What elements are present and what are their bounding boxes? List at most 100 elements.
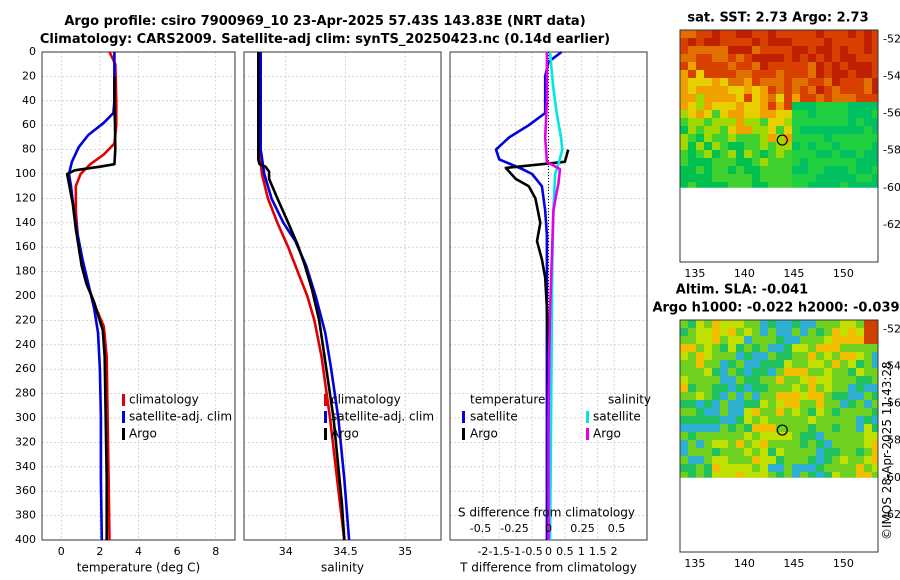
map-cell: [736, 174, 744, 182]
map-cell: [856, 384, 864, 392]
map-cell: [744, 78, 752, 86]
map-cell: [768, 142, 776, 150]
legend-swatch: [462, 411, 465, 423]
map-cell: [720, 174, 728, 182]
map-cell: [808, 408, 816, 416]
map-cell: [840, 432, 848, 440]
map-y-tick-label: -54: [883, 359, 900, 372]
map-cell: [760, 472, 768, 478]
map-cell: [864, 432, 872, 440]
map-cell: [864, 456, 872, 464]
x-tick-label: 6: [174, 545, 181, 558]
map-cell: [712, 126, 720, 134]
series-line-s-satellite: [548, 51, 564, 541]
map-cell: [752, 352, 760, 360]
y-tick-label: 360: [15, 484, 36, 497]
map-cell: [760, 158, 768, 166]
map-cell: [768, 150, 776, 158]
map-x-tick-label: 135: [684, 557, 705, 570]
map-cell: [872, 408, 878, 416]
map-cell: [864, 110, 872, 118]
map-cell: [680, 134, 688, 142]
map-cell: [840, 400, 848, 408]
map-cell: [688, 416, 696, 424]
map-cell: [864, 416, 872, 424]
map-cell: [848, 400, 856, 408]
map-cell: [768, 408, 776, 416]
legend-title: temperature: [470, 393, 545, 407]
map-cell: [728, 174, 736, 182]
map-cell: [776, 46, 784, 54]
sla-map-subtitle: Argo h1000: -0.022 h2000: -0.039: [652, 301, 899, 316]
map-cell: [688, 328, 696, 336]
map-cell: [752, 102, 760, 110]
map-cell: [864, 142, 872, 150]
map-cell: [872, 352, 878, 360]
map-cell: [784, 134, 792, 142]
map-y-tick-label: -62: [883, 508, 900, 521]
map-cell: [752, 368, 760, 376]
map-cell: [872, 78, 878, 86]
map-cell: [800, 174, 808, 182]
map-cell: [840, 392, 848, 400]
map-cell: [832, 54, 840, 62]
map-cell: [736, 432, 744, 440]
legend-label: satellite: [470, 410, 518, 424]
map-cell: [840, 174, 848, 182]
map-cell: [712, 118, 720, 126]
map-cell: [808, 110, 816, 118]
map-cell: [848, 78, 856, 86]
map-cell: [824, 102, 832, 110]
map-cell: [800, 94, 808, 102]
x-tick-label: 34.5: [333, 545, 358, 558]
map-cell: [872, 46, 878, 54]
map-cell: [832, 134, 840, 142]
map-cell: [848, 86, 856, 94]
map-cell: [752, 134, 760, 142]
map-cell: [776, 376, 784, 384]
map-cell: [752, 384, 760, 392]
map-cell: [736, 424, 744, 432]
map-cell: [768, 70, 776, 78]
sst-map-field: [680, 30, 878, 188]
map-cell: [800, 336, 808, 344]
map-cell: [872, 360, 878, 368]
map-cell: [728, 360, 736, 368]
map-cell: [752, 54, 760, 62]
chart-title-line1: Argo profile: csiro 7900969_10 23-Apr-20…: [64, 14, 586, 29]
map-cell: [752, 416, 760, 424]
map-cell: [840, 424, 848, 432]
map-cell: [840, 352, 848, 360]
map-cell: [768, 376, 776, 384]
map-cell: [704, 440, 712, 448]
map-cell: [736, 150, 744, 158]
map-cell: [720, 182, 728, 188]
y-tick-label: 300: [15, 411, 36, 424]
map-cell: [840, 464, 848, 472]
map-cell: [824, 440, 832, 448]
map-cell: [680, 440, 688, 448]
map-cell: [720, 384, 728, 392]
map-cell: [720, 110, 728, 118]
map-cell: [728, 472, 736, 478]
map-cell: [864, 150, 872, 158]
map-cell: [848, 360, 856, 368]
map-cell: [744, 174, 752, 182]
x-axis-label: salinity: [321, 561, 364, 575]
map-cell: [792, 38, 800, 46]
map-cell: [856, 328, 864, 336]
map-cell: [712, 78, 720, 86]
map-cell: [856, 62, 864, 70]
map-cell: [768, 182, 776, 188]
map-cell: [864, 30, 872, 38]
map-cell: [704, 464, 712, 472]
map-cell: [752, 472, 760, 478]
map-cell: [744, 134, 752, 142]
map-cell: [792, 30, 800, 38]
map-cell: [736, 456, 744, 464]
map-cell: [760, 110, 768, 118]
map-cell: [752, 86, 760, 94]
map-cell: [760, 392, 768, 400]
map-cell: [728, 344, 736, 352]
map-cell: [800, 320, 808, 328]
